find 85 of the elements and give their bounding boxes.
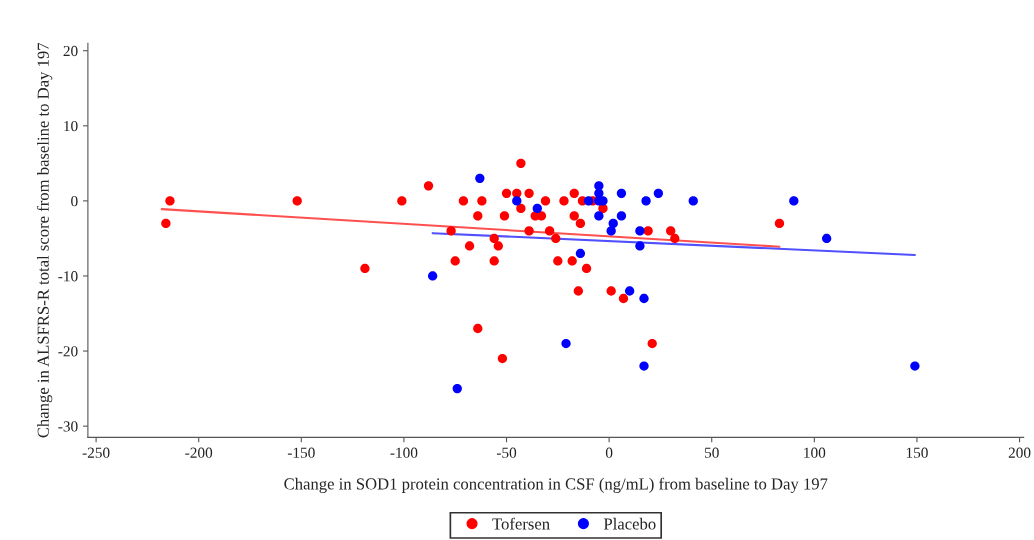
point xyxy=(639,361,649,371)
x-tick-label: -200 xyxy=(185,447,213,458)
point xyxy=(606,286,616,296)
point xyxy=(616,211,627,221)
point xyxy=(643,226,653,236)
x-tick-label: -250 xyxy=(82,447,110,458)
point xyxy=(567,256,577,266)
point xyxy=(489,256,499,266)
point xyxy=(475,173,485,184)
point xyxy=(464,241,475,251)
point xyxy=(635,226,645,236)
point xyxy=(573,286,584,296)
point xyxy=(618,293,629,304)
point xyxy=(594,211,604,221)
point xyxy=(458,196,469,206)
y-tick-label: 20 xyxy=(63,45,78,57)
point xyxy=(360,263,370,274)
point xyxy=(561,338,571,349)
point xyxy=(789,196,799,206)
y-tick-label: 0 xyxy=(71,196,78,207)
point xyxy=(575,218,586,229)
point xyxy=(516,203,526,214)
point xyxy=(423,181,434,191)
legend-label: Tofersen xyxy=(492,517,550,530)
point xyxy=(427,271,438,281)
point xyxy=(524,226,534,236)
point xyxy=(292,196,302,206)
point xyxy=(553,256,563,266)
point xyxy=(524,188,534,199)
point xyxy=(822,233,832,244)
y-tick-label: 10 xyxy=(64,120,78,132)
point xyxy=(161,218,171,229)
point xyxy=(624,286,635,296)
point xyxy=(666,226,676,236)
point xyxy=(397,196,407,206)
point xyxy=(581,263,592,274)
y-tick-label: -10 xyxy=(58,271,78,282)
x-axis-title: Change in SOD1 protein concentration in CSF (ng/mL) from baseline to Day 197 xyxy=(284,477,828,493)
point xyxy=(501,188,512,199)
point xyxy=(616,188,627,199)
y-tick-label: -20 xyxy=(58,346,78,357)
point xyxy=(477,196,487,206)
point xyxy=(493,241,503,251)
point xyxy=(532,203,542,214)
point xyxy=(670,233,680,244)
point xyxy=(489,233,499,244)
point xyxy=(639,293,649,304)
point xyxy=(569,188,579,199)
point xyxy=(647,338,657,349)
point xyxy=(450,256,460,266)
point xyxy=(544,226,555,236)
x-tick-label: 100 xyxy=(804,447,826,458)
point xyxy=(497,353,508,364)
point xyxy=(606,226,616,236)
y-tick-label: -30 xyxy=(58,421,78,432)
x-tick-label: -50 xyxy=(496,447,517,458)
point xyxy=(774,218,785,229)
x-tick-label: -150 xyxy=(287,447,315,458)
legend-label: Placebo xyxy=(603,517,656,530)
y-axis-title: Change in ALSFRS-R total score from baseline to Day 197 xyxy=(36,42,53,438)
x-tick-label: 200 xyxy=(1008,447,1031,458)
point xyxy=(575,248,586,259)
point xyxy=(452,383,462,394)
point xyxy=(583,196,594,206)
point xyxy=(688,196,698,206)
point xyxy=(551,233,561,244)
x-tick-label: -100 xyxy=(390,447,418,458)
x-tick-label: 50 xyxy=(704,447,719,458)
point xyxy=(569,211,579,221)
point xyxy=(446,226,456,236)
point xyxy=(641,196,651,206)
point xyxy=(540,196,551,206)
point xyxy=(653,188,664,199)
point xyxy=(559,196,569,206)
point xyxy=(499,211,510,221)
point xyxy=(516,158,526,168)
point xyxy=(473,211,483,221)
point xyxy=(608,218,618,229)
point xyxy=(473,323,483,334)
point xyxy=(165,196,175,206)
x-tick-label: 0 xyxy=(605,447,613,458)
x-tick-label: 150 xyxy=(906,447,928,458)
point xyxy=(635,241,645,251)
point xyxy=(910,361,920,371)
point xyxy=(512,196,522,206)
